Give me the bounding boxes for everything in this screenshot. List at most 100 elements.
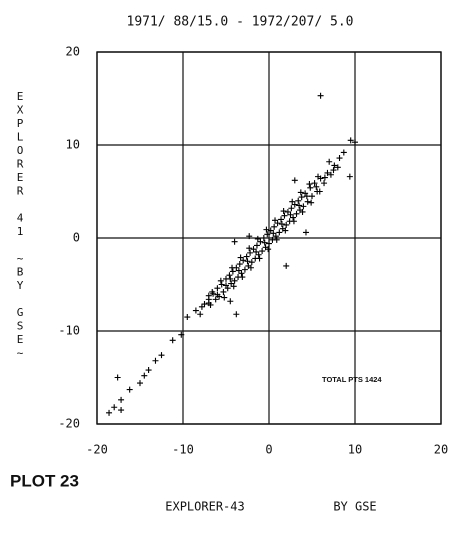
- point: [315, 173, 322, 180]
- point: [152, 357, 159, 364]
- point: [184, 314, 191, 321]
- point: [324, 169, 331, 176]
- point: [271, 223, 278, 230]
- point: [291, 177, 298, 184]
- point: [303, 193, 310, 200]
- point: [309, 193, 315, 200]
- point: [246, 233, 253, 240]
- point: [233, 311, 240, 318]
- point: [317, 92, 324, 99]
- point: [293, 210, 300, 217]
- point: [192, 307, 199, 314]
- point: [223, 282, 229, 289]
- point: [255, 251, 262, 258]
- point: [205, 292, 212, 299]
- point: [263, 226, 270, 233]
- point: [247, 249, 254, 256]
- point: [226, 272, 233, 279]
- point: [306, 181, 313, 188]
- point: [296, 202, 303, 209]
- x-tick-label: 20: [434, 443, 448, 457]
- x-tick-label: -10: [172, 443, 194, 457]
- point: [228, 280, 235, 287]
- point: [236, 261, 243, 268]
- point: [253, 248, 260, 255]
- point: [169, 337, 176, 344]
- point: [250, 246, 257, 253]
- point: [307, 184, 314, 191]
- point: [326, 158, 333, 165]
- y-tick-label: 10: [66, 138, 80, 152]
- point: [145, 367, 152, 374]
- point: [289, 198, 296, 205]
- y-tick-label: -10: [58, 324, 80, 338]
- point: [264, 231, 271, 238]
- point: [304, 198, 311, 205]
- point: [297, 189, 304, 196]
- point: [288, 205, 295, 212]
- point: [253, 242, 260, 249]
- point: [254, 235, 261, 242]
- point: [284, 208, 291, 215]
- point: [302, 229, 309, 236]
- point: [240, 257, 247, 264]
- x-axis-note: BY GSE: [333, 500, 376, 514]
- point: [229, 268, 236, 275]
- point: [300, 203, 307, 210]
- point: [290, 214, 297, 221]
- point: [321, 180, 328, 187]
- point: [126, 386, 133, 393]
- point: [118, 407, 125, 414]
- annotation: TOTAL PTS 1424: [322, 375, 382, 384]
- point: [299, 208, 306, 215]
- x-axis-label: EXPLORER-43: [165, 500, 244, 514]
- point: [214, 285, 221, 292]
- point: [272, 217, 279, 224]
- point: [290, 218, 297, 225]
- point: [230, 283, 237, 290]
- point: [227, 275, 234, 282]
- point: [280, 208, 287, 215]
- point: [287, 211, 294, 218]
- point: [217, 277, 224, 284]
- point: [282, 227, 289, 234]
- point: [327, 171, 334, 178]
- point: [336, 155, 343, 162]
- point: [178, 331, 185, 338]
- point: [298, 194, 305, 201]
- point: [295, 197, 302, 204]
- point: [106, 409, 113, 416]
- point: [241, 266, 248, 273]
- point: [243, 253, 250, 260]
- point: [273, 236, 280, 243]
- point: [214, 291, 221, 298]
- point: [227, 298, 234, 305]
- point: [111, 404, 118, 411]
- point: [256, 255, 263, 262]
- point: [218, 281, 225, 288]
- point: [201, 301, 208, 308]
- point: [237, 254, 244, 261]
- point: [205, 300, 212, 307]
- point: [238, 270, 245, 277]
- point: [231, 277, 238, 284]
- point: [278, 216, 285, 223]
- point: [276, 229, 283, 236]
- point: [334, 164, 341, 171]
- point: [346, 173, 353, 180]
- point: [221, 294, 228, 301]
- point: [340, 149, 347, 156]
- point: [257, 238, 264, 245]
- point: [259, 248, 266, 255]
- point: [308, 199, 315, 206]
- point: [246, 245, 253, 252]
- point: [158, 352, 165, 359]
- point: [231, 238, 238, 245]
- chart-title: 1971/ 88/15.0 - 1972/207/ 5.0: [127, 15, 354, 30]
- y-tick-label: -20: [58, 417, 80, 431]
- point: [261, 239, 268, 246]
- point: [198, 303, 205, 310]
- x-tick-label: 10: [348, 443, 362, 457]
- point: [352, 139, 358, 146]
